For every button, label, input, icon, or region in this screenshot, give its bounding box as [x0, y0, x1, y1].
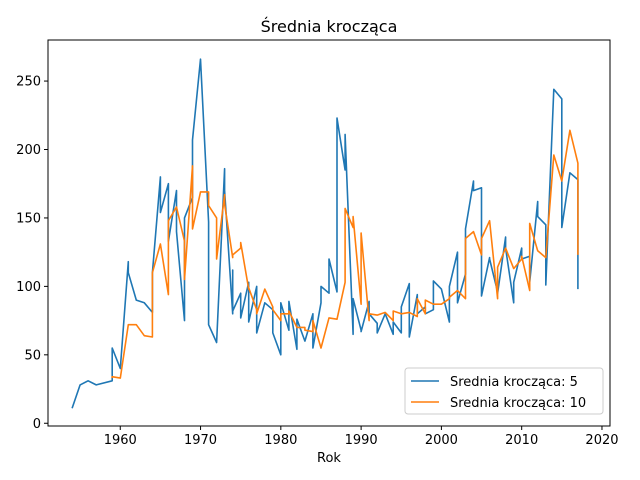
legend-label-ma5: Srednia krocząca: 5 — [450, 375, 578, 390]
legend-label-ma10: Srednia krocząca: 10 — [450, 396, 586, 411]
x-tick-label: 1960 — [104, 433, 137, 448]
x-tick-label: 1990 — [345, 433, 378, 448]
legend-box — [404, 367, 604, 415]
axes-frame — [47, 39, 611, 427]
y-tick-label: 100 — [16, 280, 41, 295]
x-tick-label: 1970 — [184, 433, 217, 448]
y-tick-label: 50 — [24, 348, 41, 363]
y-tick-label: 150 — [16, 211, 41, 226]
y-tick-label: 0 — [33, 417, 41, 432]
plot-area — [71, 58, 579, 409]
x-axis-label: Rok — [317, 451, 341, 466]
x-tick-label: 2000 — [425, 433, 458, 448]
chart-title: Średnia krocząca — [261, 17, 398, 36]
x-tick-label: 2020 — [585, 433, 618, 448]
series-line-1 — [111, 129, 579, 379]
x-axis: 1960 1970 1980 1990 2000 2010 2020 — [104, 426, 619, 448]
y-tick-label: 200 — [16, 143, 41, 158]
legend: Srednia krocząca: 5 Srednia krocząca: 10 — [404, 367, 604, 415]
x-tick-label: 2010 — [505, 433, 538, 448]
y-axis: 0 50 100 150 200 250 — [16, 75, 48, 432]
x-tick-label: 1980 — [264, 433, 297, 448]
y-tick-label: 250 — [16, 75, 41, 90]
